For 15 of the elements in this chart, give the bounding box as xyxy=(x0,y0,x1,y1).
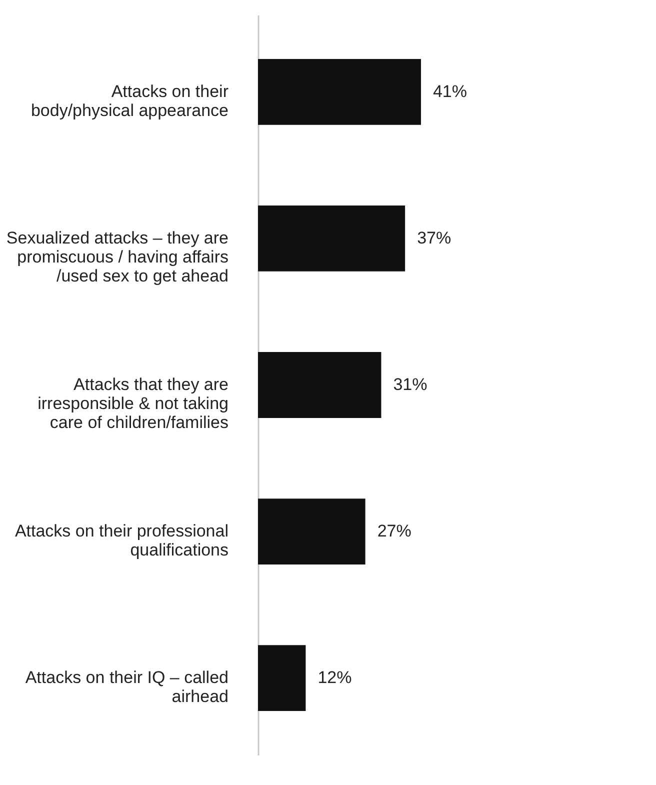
data-label: 27% xyxy=(377,522,412,541)
bar xyxy=(258,58,421,125)
bar xyxy=(258,645,306,712)
y-tick-label: Attacks on their professional qualifications xyxy=(14,522,228,560)
data-label: 12% xyxy=(318,668,352,688)
y-tick-label: Attacks on their IQ – called airhead xyxy=(25,668,228,706)
y-tick-label: Attacks that they are irresponsible & not taking care of children/families xyxy=(38,375,228,432)
data-label: 31% xyxy=(393,375,428,394)
y-tick-label: Sexualized attacks – they are promiscuous / having affairs /used sex to get ahead xyxy=(6,228,228,286)
data-label: 41% xyxy=(432,82,467,101)
bar xyxy=(258,352,382,418)
bar xyxy=(258,498,366,565)
y-tick-label: Attacks on their body/physical appearance xyxy=(30,82,229,120)
data-label: 37% xyxy=(417,228,452,248)
bar xyxy=(258,205,406,272)
